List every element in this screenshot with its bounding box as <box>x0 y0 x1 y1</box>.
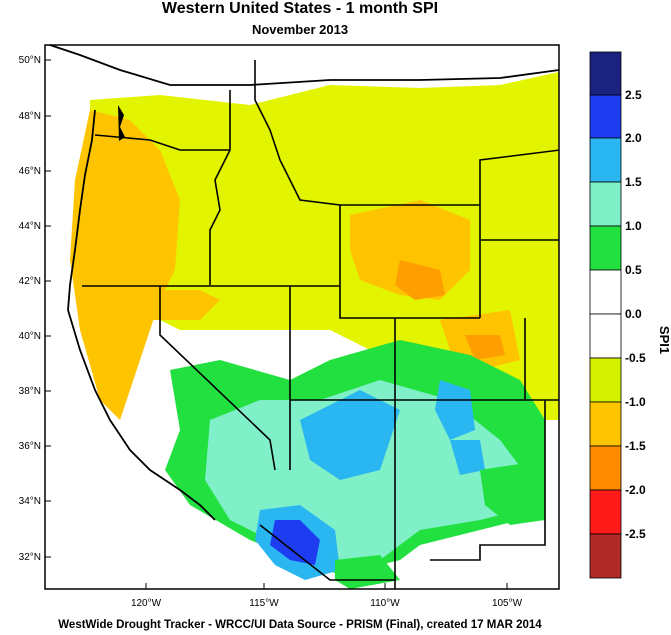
legend-swatch <box>589 313 622 359</box>
lat-label: 44°N <box>19 221 41 232</box>
lat-label: 36°N <box>19 441 41 452</box>
lat-label: 42°N <box>19 276 41 287</box>
map-subtitle: November 2013 <box>251 22 349 37</box>
lat-label: 40°N <box>19 331 41 342</box>
legend-swatch <box>589 357 622 403</box>
spi-map: 50°N 48°N 46°N 44°N 42°N 40°N 38°N 36°N … <box>19 44 560 609</box>
lat-tick-marks <box>45 59 51 558</box>
legend-swatch <box>589 269 622 315</box>
lon-label: 120°W <box>131 598 162 609</box>
legend-tick: 0.5 <box>625 263 642 277</box>
legend-swatch <box>589 94 622 139</box>
legend-tick: 2.0 <box>625 131 642 145</box>
legend-tick: -2.5 <box>625 527 646 541</box>
state-boundaries <box>82 60 559 589</box>
lon-tick-marks <box>145 583 508 589</box>
legend-swatch <box>589 225 622 271</box>
map-title: Western United States - 1 month SPI <box>161 0 439 17</box>
map-frame <box>44 44 560 590</box>
lon-label: 115°W <box>249 598 279 609</box>
legend-swatch <box>589 181 622 227</box>
lat-label: 34°N <box>19 496 41 507</box>
legend-tick: 2.5 <box>625 88 642 102</box>
lat-label: 38°N <box>19 386 41 397</box>
legend-swatch <box>589 401 622 447</box>
legend-tick: -0.5 <box>625 351 646 365</box>
lon-label: 110°W <box>370 598 400 609</box>
spi-legend: 2.5 2.0 1.5 1.0 0.5 0.0 -0.5 -1.0 -1.5 -… <box>589 51 671 579</box>
legend-swatch <box>589 51 622 96</box>
lat-label: 46°N <box>19 166 41 177</box>
legend-tick: 1.5 <box>625 175 642 189</box>
map-footer: WestWide Drought Tracker - WRCC/UI Data … <box>58 619 542 631</box>
legend-tick: 0.0 <box>625 307 642 321</box>
legend-swatch <box>589 489 622 535</box>
legend-tick: -1.5 <box>625 439 646 453</box>
legend-label: SPI1 <box>657 326 671 354</box>
legend-swatch <box>589 533 622 579</box>
legend-swatch <box>589 445 622 491</box>
legend-tick: -2.0 <box>625 483 646 497</box>
coastline <box>49 44 560 521</box>
legend-swatch <box>589 137 622 183</box>
lon-label: 105°W <box>492 598 523 609</box>
lat-label: 48°N <box>19 111 41 122</box>
legend-tick: -1.0 <box>625 395 646 409</box>
lat-label: 50°N <box>19 55 41 66</box>
legend-tick: 1.0 <box>625 219 642 233</box>
puget-sound <box>118 105 125 141</box>
lat-label: 32°N <box>19 552 41 563</box>
spi-color-fields <box>70 72 559 589</box>
